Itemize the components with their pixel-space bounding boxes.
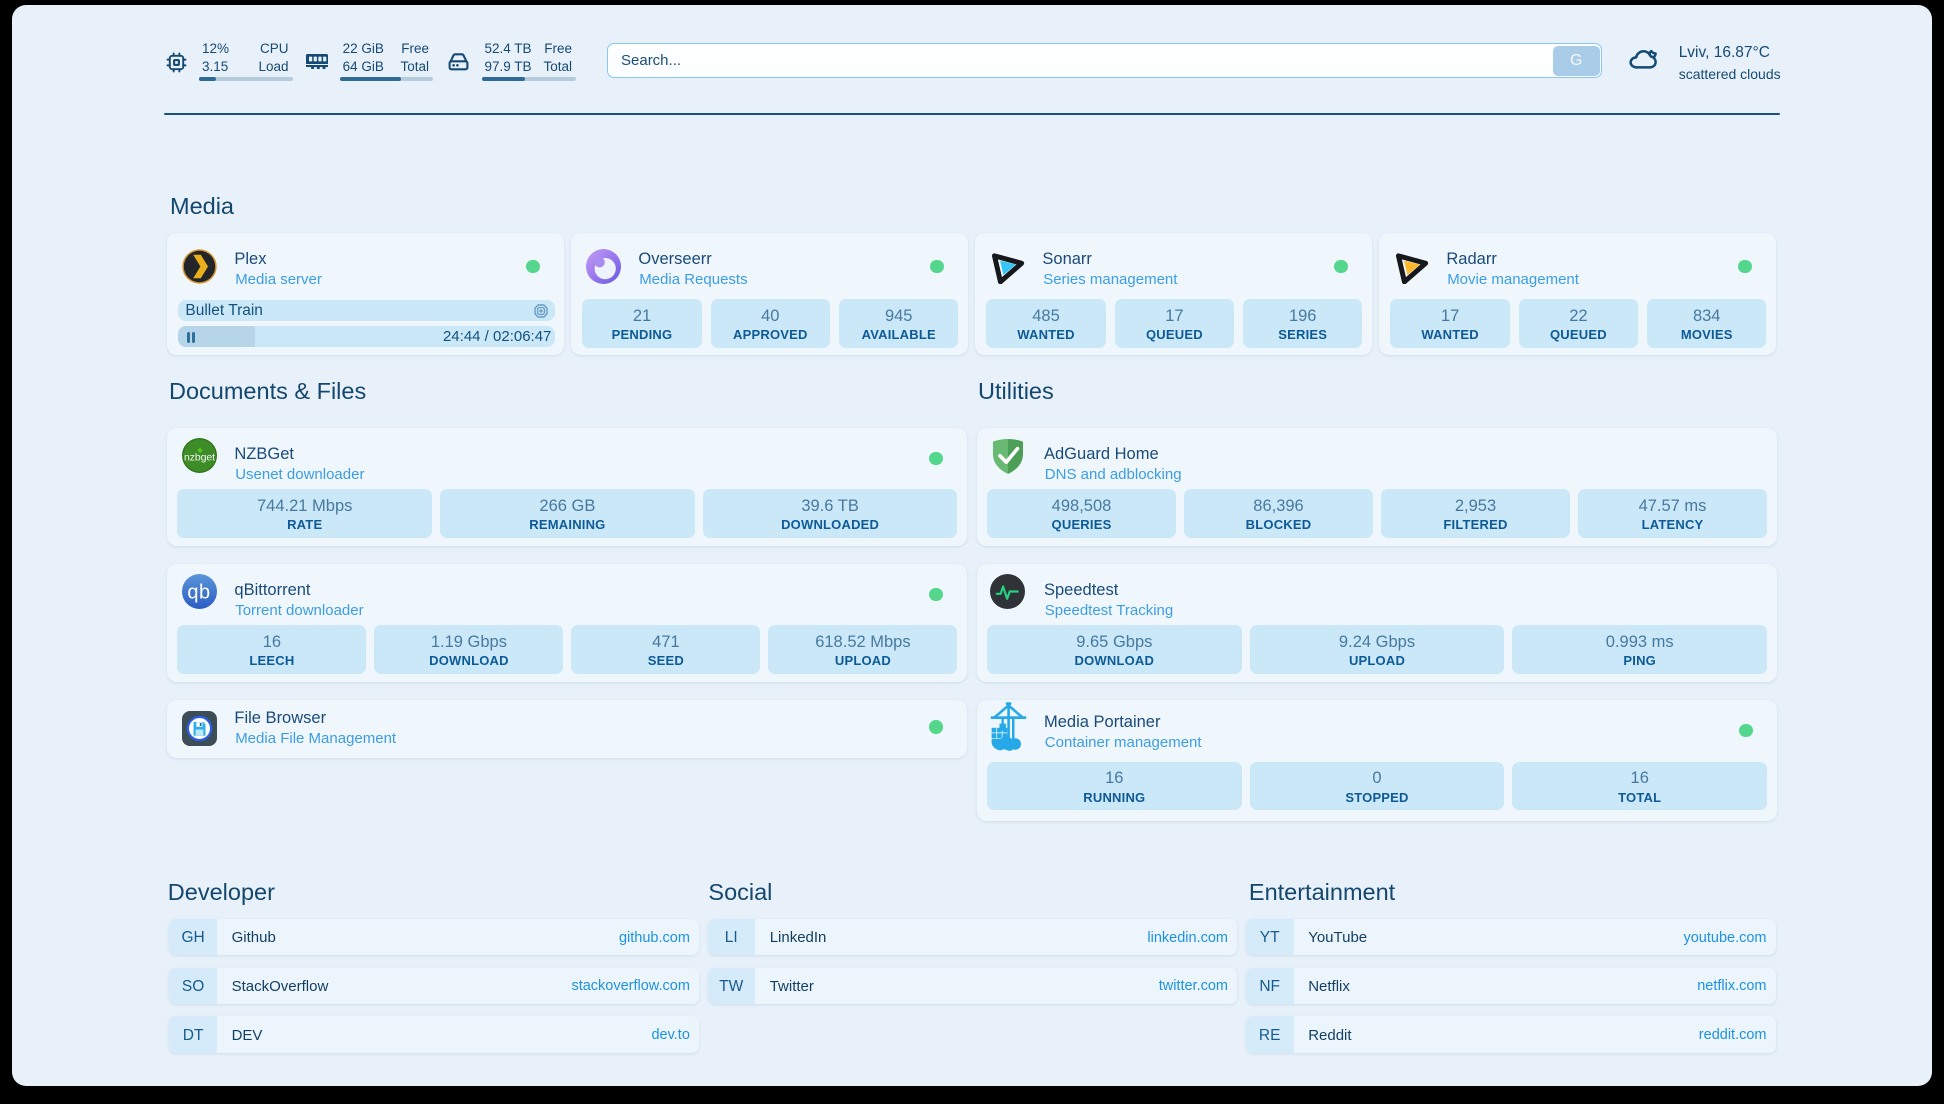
svg-text:nzbget: nzbget [184,451,215,463]
svg-text:qb: qb [187,582,210,604]
